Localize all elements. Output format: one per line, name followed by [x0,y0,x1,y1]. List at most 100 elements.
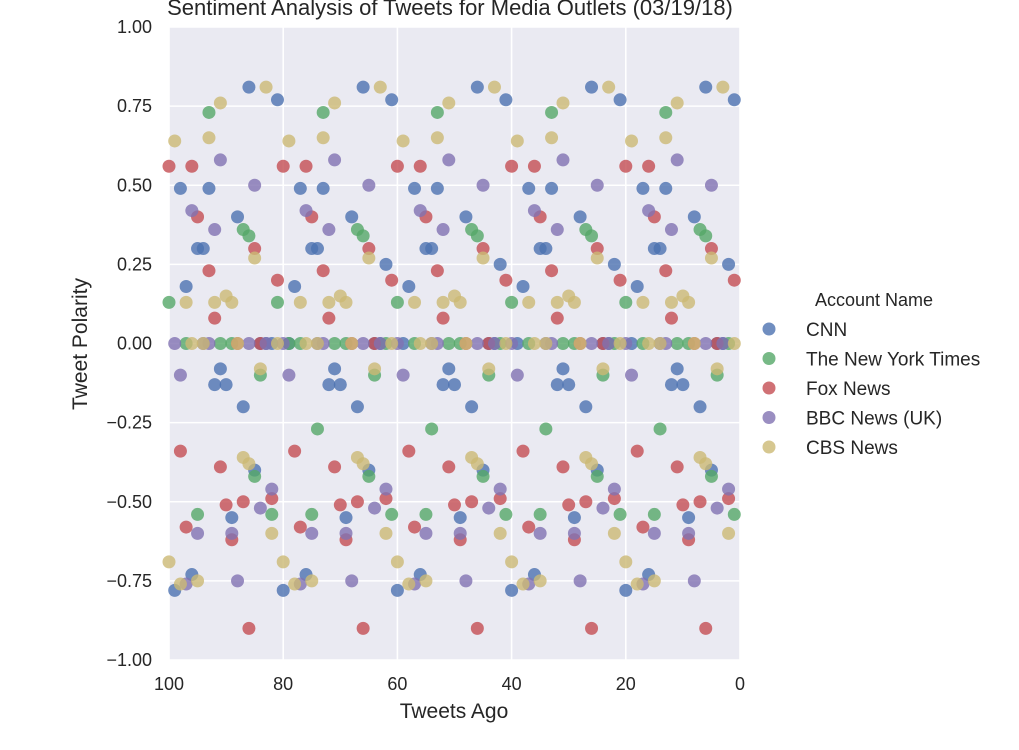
data-point [567,295,581,309]
data-point [664,378,678,392]
data-point [693,400,707,414]
data-point [459,574,473,588]
data-point [704,251,718,265]
data-point [545,264,559,278]
y-tick-label: 1.00 [117,17,152,37]
data-point [687,210,701,224]
data-point [676,498,690,512]
data-point [533,574,547,588]
data-point [539,337,553,350]
data-point [430,264,444,278]
data-point [573,574,587,588]
data-point [550,378,564,392]
data-point [699,229,713,243]
data-point [282,368,296,382]
data-point [670,337,684,350]
data-point [299,159,313,173]
data-point [236,495,250,509]
data-point [704,178,718,192]
data-point [208,223,222,237]
data-point [487,337,501,350]
data-point [208,295,222,309]
data-point [659,105,673,119]
data-point [270,93,284,107]
data-point [687,574,701,588]
data-point [596,501,610,515]
data-point [425,337,439,350]
data-point [248,178,262,192]
data-point [664,295,678,309]
data-point [179,280,193,294]
data-point [430,131,444,145]
data-point [436,378,450,392]
data-point [259,80,273,94]
legend-label: CNN [806,320,847,341]
data-point [408,520,422,534]
data-point [305,526,319,540]
y-tick-label: 0.25 [117,254,152,274]
data-point [345,337,359,350]
legend-marker [762,381,776,395]
data-point [299,204,313,218]
data-point [590,251,604,265]
data-point [350,495,364,509]
data-point [556,337,570,350]
data-point [556,153,570,167]
data-point [213,337,227,350]
data-point [208,378,222,392]
data-point [510,368,524,382]
data-point [362,251,376,265]
data-point [396,368,410,382]
data-point [242,80,256,94]
x-tick-label: 40 [502,674,522,694]
y-tick-label: −0.25 [106,413,152,433]
data-point [670,153,684,167]
data-point [527,337,541,350]
data-point [253,501,267,515]
data-point [322,311,336,325]
data-point [179,295,193,309]
data-point [493,492,507,506]
data-point [191,507,205,521]
data-point [556,96,570,110]
data-point [322,295,336,309]
data-point [636,520,650,534]
data-point [533,507,547,521]
data-point [168,337,182,350]
data-point [419,574,433,588]
data-point [339,295,353,309]
data-point [333,498,347,512]
data-point [727,93,741,107]
data-point [191,574,205,588]
data-point [362,178,376,192]
data-point [545,131,559,145]
data-point [419,526,433,540]
data-point [476,242,490,256]
data-point [373,80,387,94]
data-point [173,577,187,591]
data-point [510,134,524,148]
data-point [425,242,439,256]
data-point [328,362,342,376]
data-point [573,210,587,224]
data-point [231,574,245,588]
data-point [670,362,684,376]
data-point [173,444,187,458]
data-point [196,242,210,256]
data-point [642,337,656,350]
data-point [710,501,724,515]
data-point [727,337,741,350]
data-point [550,295,564,309]
data-point [716,80,730,94]
data-point [436,295,450,309]
data-point [693,495,707,509]
data-point [499,273,513,287]
data-point [476,178,490,192]
data-point [248,251,262,265]
data-point [642,159,656,173]
data-point [470,621,484,635]
data-point [282,134,296,148]
data-point [516,577,530,591]
data-point [185,159,199,173]
data-point [219,498,233,512]
